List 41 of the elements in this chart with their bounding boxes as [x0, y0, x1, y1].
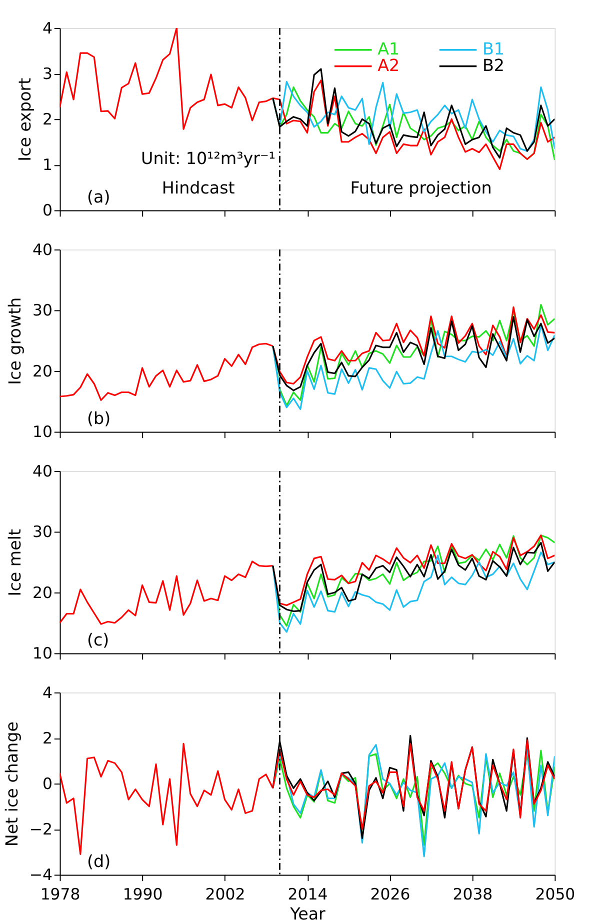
y-tick-label: −2 — [29, 820, 52, 839]
x-tick-label: 2014 — [288, 884, 328, 904]
legend-label: A2 — [378, 56, 400, 76]
x-tick-label: 1978 — [40, 884, 80, 904]
y-tick-label: 0 — [42, 774, 52, 793]
y-tick-label: 4 — [42, 18, 52, 38]
y-tick-label: 1 — [42, 155, 52, 174]
y-axis-title: Ice melt — [6, 528, 25, 596]
annotation: (b) — [87, 408, 111, 428]
y-axis-title: Ice export — [16, 77, 35, 162]
y-tick-label: 20 — [32, 582, 52, 602]
x-tick-label: 2050 — [535, 884, 576, 904]
annotation: Hindcast — [162, 178, 236, 198]
x-tick-label: 2038 — [452, 884, 493, 904]
y-tick-label: 40 — [32, 461, 52, 480]
x-tick-label: 2026 — [370, 884, 410, 904]
y-tick-label: 0 — [42, 200, 52, 220]
y-tick-label: 30 — [32, 522, 52, 542]
annotation: Unit: 10¹²m³yr⁻¹ — [141, 149, 276, 168]
y-tick-label: 10 — [32, 422, 52, 442]
annotation: (c) — [87, 630, 110, 650]
annotation: (a) — [87, 187, 110, 206]
y-tick-label: 4 — [42, 682, 52, 702]
y-tick-label: 40 — [32, 240, 52, 259]
x-tick-label: 2002 — [205, 884, 246, 904]
y-tick-label: 20 — [32, 361, 52, 380]
x-axis-title: Year — [289, 904, 326, 921]
legend-label: B1 — [482, 40, 505, 59]
y-tick-label: 2 — [42, 110, 52, 128]
legend-label: B2 — [482, 56, 505, 76]
annotation: Future projection — [350, 178, 492, 198]
y-tick-label: 10 — [32, 644, 52, 663]
y-tick-label: 3 — [42, 64, 52, 83]
y-tick-label: 30 — [32, 300, 52, 320]
annotation: (d) — [87, 852, 111, 871]
legend-label: A1 — [378, 40, 400, 59]
x-tick-label: 1990 — [122, 884, 163, 904]
y-tick-label: −4 — [29, 865, 52, 884]
y-axis-title: Net ice change — [2, 721, 22, 847]
y-tick-label: 2 — [42, 728, 52, 748]
y-axis-title: Ice growth — [6, 297, 25, 385]
